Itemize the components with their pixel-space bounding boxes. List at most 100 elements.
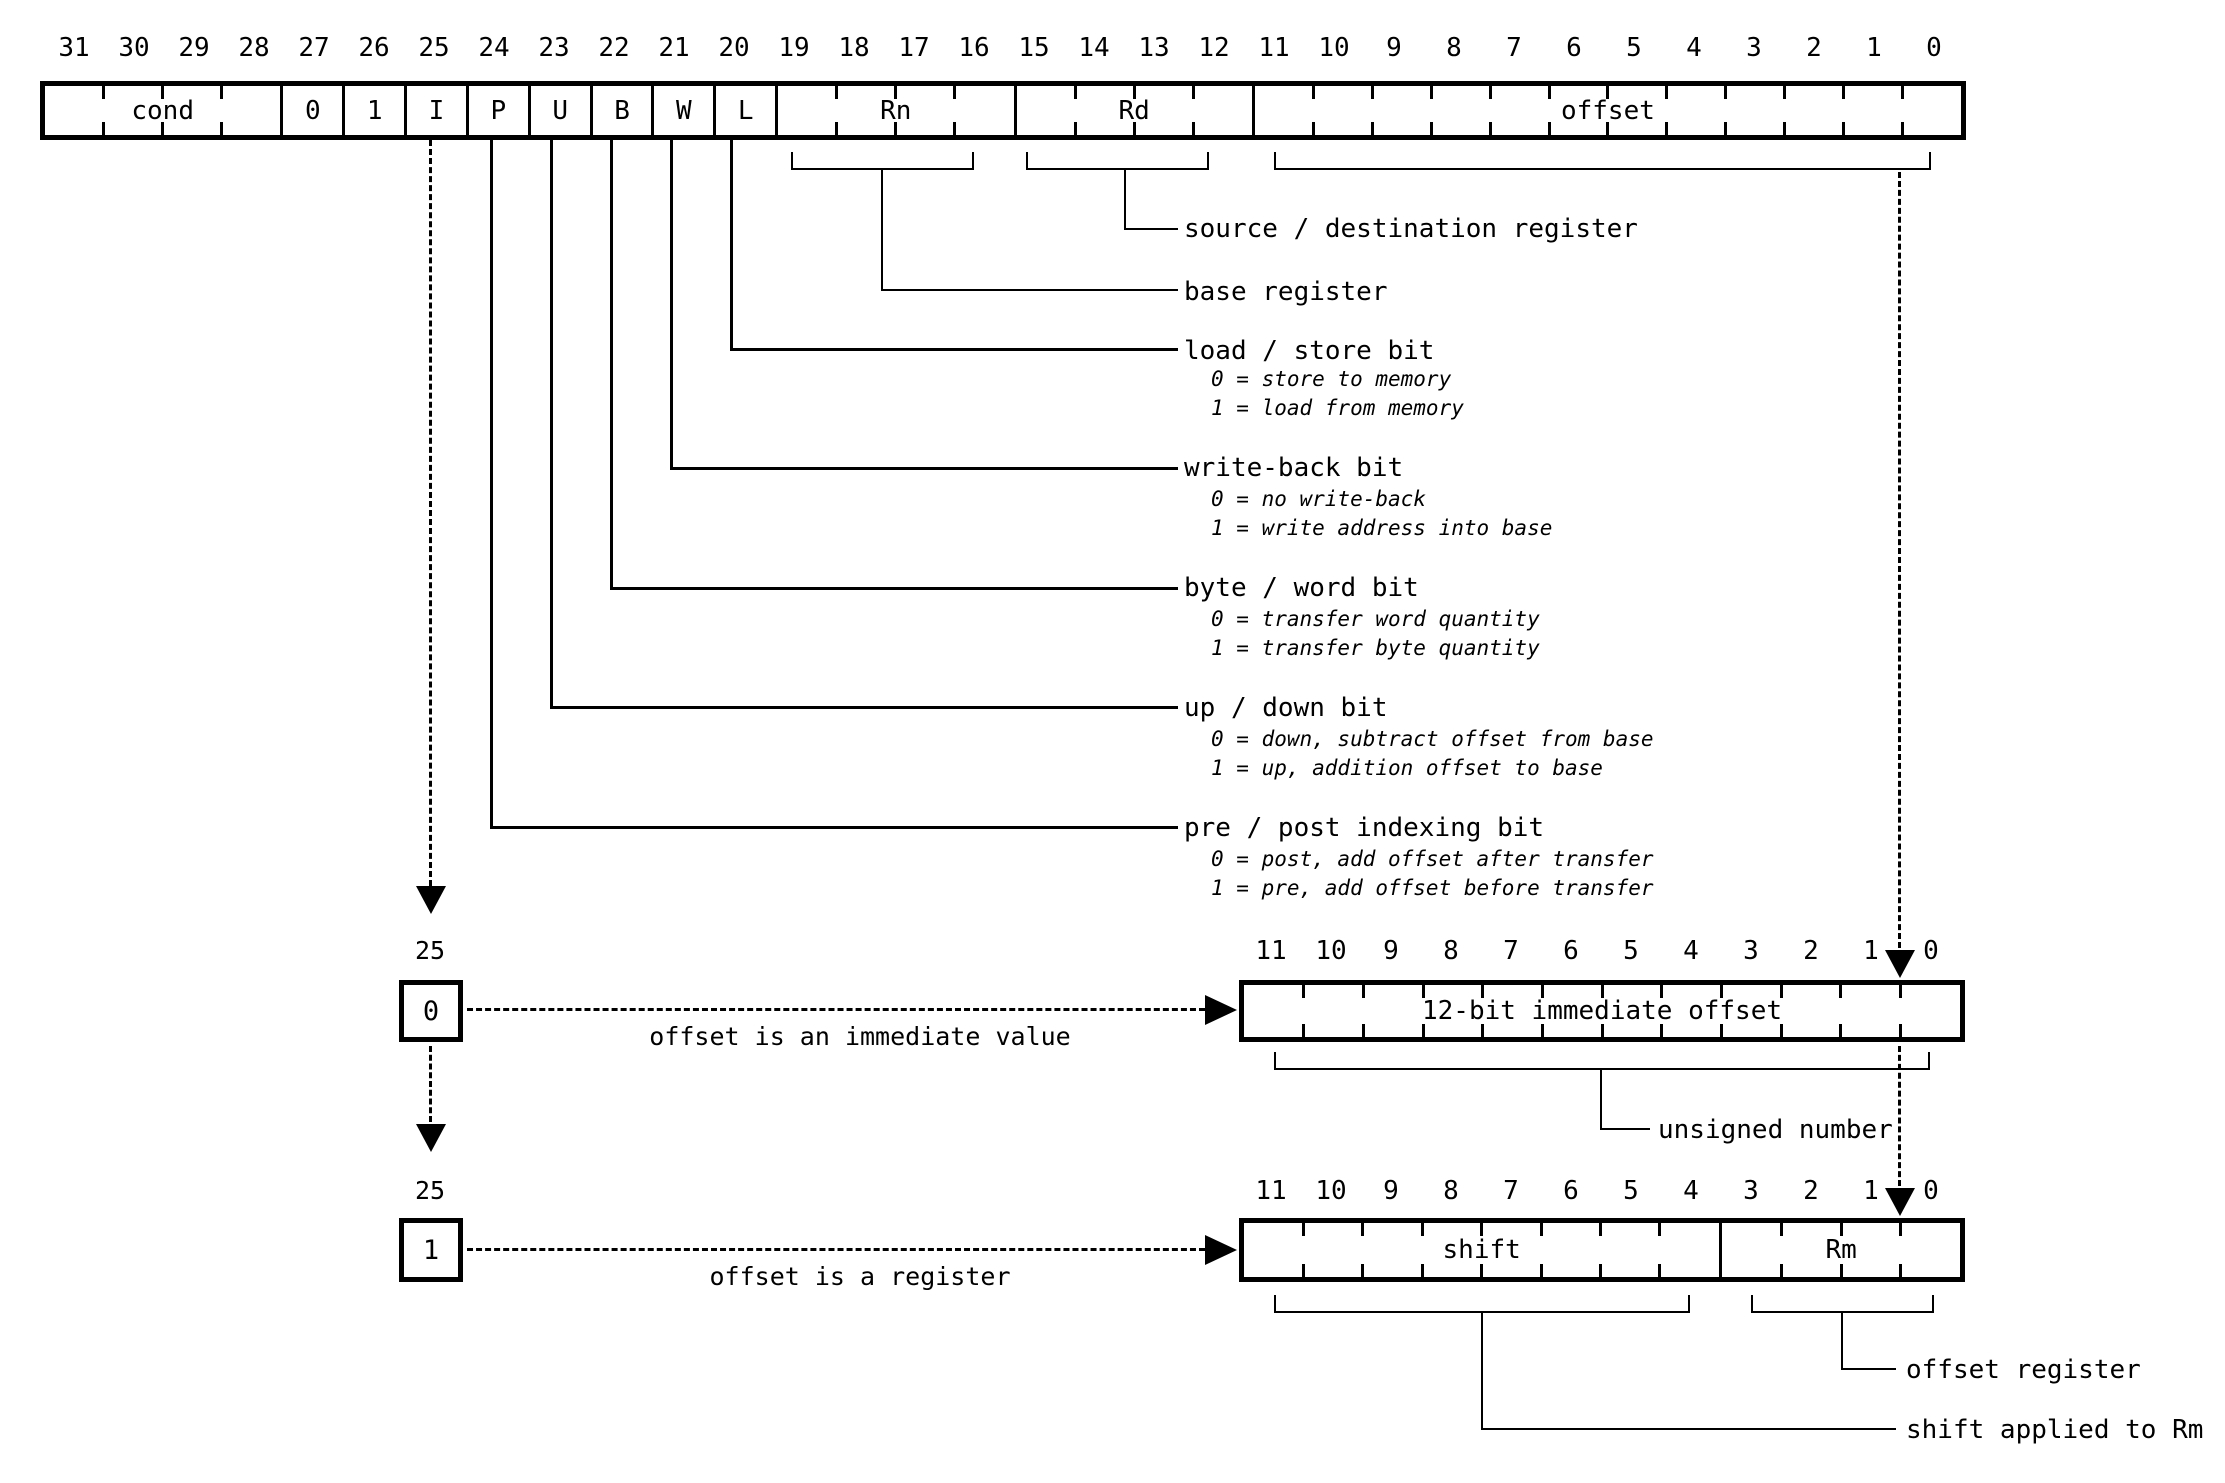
bit-tick [1421, 985, 1425, 998]
bit-number: 5 [1623, 1176, 1639, 1206]
immediate-right-arrowhead [1205, 995, 1237, 1025]
bit-tick [1371, 122, 1375, 135]
field-offset-label: offset [1560, 95, 1655, 126]
annotation-up-down-bit: up / down bit [1184, 693, 1388, 723]
field-shift: shift [1244, 1223, 1719, 1277]
bit-number: 1 [1863, 1176, 1879, 1206]
bit-number: 7 [1503, 936, 1519, 966]
annotation-base-register: base register [1184, 277, 1388, 307]
bit-tick [1540, 1024, 1544, 1037]
bit-number: 3 [1743, 1176, 1759, 1206]
bit-tick [1660, 985, 1664, 998]
annotation-pre-post-indexing-bit: pre / post indexing bit [1184, 813, 1545, 843]
p-bit-connector-horizontal [490, 826, 1178, 829]
selector-down-arrowhead [416, 1124, 446, 1152]
bit-tick [1598, 1223, 1602, 1236]
bit-tick [1302, 985, 1306, 998]
annotation-write-back-bit: write-back bit [1184, 453, 1404, 483]
bit-tick [1539, 1223, 1543, 1236]
field-12bit-immediate-offset: 12-bit immediate offset [1244, 985, 1960, 1037]
bit-number: 10 [1315, 936, 1347, 966]
rd-field-bracket [1026, 152, 1209, 170]
bit-tick [1191, 122, 1195, 135]
bit-tick [1073, 122, 1077, 135]
register-bit-number-row: 11 10 9 8 7 6 5 4 3 2 1 0 [1241, 1176, 1961, 1206]
bit-tick [1361, 985, 1365, 998]
field-W: W [651, 86, 713, 135]
bit-tick [1898, 1024, 1902, 1037]
field-bit27: 0 [280, 86, 342, 135]
field-Rd-label: Rd [1118, 95, 1150, 126]
field-L-label: L [737, 95, 754, 126]
bit-tick [1371, 86, 1375, 99]
b-bit-connector-horizontal [610, 587, 1178, 590]
bit-number: 10 [1315, 1176, 1347, 1206]
bit-tick [1301, 1264, 1305, 1277]
b-bit-connector-vertical [610, 140, 613, 588]
annotation-source-destination-register: source / destination register [1184, 214, 1638, 244]
field-Rm: Rm [1719, 1223, 1960, 1277]
bit-number: 7 [1503, 1176, 1519, 1206]
annotation-write-back-detail-1: 1 = write address into base [1211, 516, 1553, 540]
offset-register-note: offset register [1906, 1355, 2141, 1385]
bit-number: 27 [298, 33, 330, 63]
bit-number: 9 [1383, 1176, 1399, 1206]
bit-tick [1073, 86, 1077, 99]
bit-tick [1665, 122, 1669, 135]
bit-tick [1481, 985, 1485, 998]
bit-tick [1780, 1264, 1784, 1277]
l-bit-connector-vertical [730, 140, 733, 349]
bit-tick [1361, 1223, 1365, 1236]
immediate-offset-box: 12-bit immediate offset [1239, 980, 1965, 1042]
bit-tick [1302, 1024, 1306, 1037]
field-12bit-immediate-offset-label: 12-bit immediate offset [1421, 996, 1783, 1026]
bit-tick [1480, 1223, 1484, 1236]
bit-tick [1420, 1264, 1424, 1277]
bit-number: 11 [1255, 1176, 1287, 1206]
field-cond-label: cond [131, 95, 194, 126]
bit-tick [1480, 1264, 1484, 1277]
bit-tick [1429, 122, 1433, 135]
bit-tick [1841, 86, 1845, 99]
bit-number: 12 [1198, 33, 1230, 63]
immediate-selector-value: 0 [422, 995, 440, 1027]
bit-number: 31 [58, 33, 90, 63]
bit-number: 16 [958, 33, 990, 63]
bit-tick [1312, 122, 1316, 135]
bit-tick [1658, 1223, 1662, 1236]
bit-tick [1547, 86, 1551, 99]
selector-dashed-line-between [429, 1046, 432, 1122]
bit-tick [835, 86, 839, 99]
bit-number: 5 [1626, 33, 1642, 63]
instruction-register-box: cond 0 1 I P U B W L Rn Rd offset [40, 81, 1966, 140]
bit-tick [1898, 985, 1902, 998]
bit-number: 30 [118, 33, 150, 63]
field-P: P [465, 86, 528, 135]
bit-number: 0 [1926, 33, 1942, 63]
immediate-dashed-arrow-line [467, 1008, 1205, 1011]
register-arrow-caption: offset is a register [709, 1262, 1011, 1291]
offset-register-connector-horizontal [1841, 1368, 1896, 1370]
bit-number: 9 [1383, 936, 1399, 966]
bit-number: 15 [1018, 33, 1050, 63]
register-dashed-arrow-line [467, 1248, 1205, 1251]
p-bit-connector-vertical [490, 140, 493, 827]
bit-tick [1782, 86, 1786, 99]
annotation-pre-post-detail-0: 0 = post, add offset after transfer [1211, 847, 1654, 871]
bit-tick [220, 122, 224, 135]
bit-number: 29 [178, 33, 210, 63]
field-P-label: P [490, 95, 507, 126]
field-I-label: I [428, 95, 445, 126]
field-Rn: Rn [775, 86, 1013, 135]
annotation-load-store-detail-0: 0 = store to memory [1211, 367, 1452, 391]
bit-tick [220, 86, 224, 99]
bit-number: 1 [1863, 936, 1879, 966]
bit-number: 14 [1078, 33, 1110, 63]
bit-tick [1540, 985, 1544, 998]
u-bit-connector-vertical [550, 140, 553, 707]
bit-tick [1724, 86, 1728, 99]
shift-applied-note: shift applied to Rm [1906, 1415, 2204, 1445]
bit-number: 8 [1446, 33, 1462, 63]
bit-number: 4 [1683, 936, 1699, 966]
